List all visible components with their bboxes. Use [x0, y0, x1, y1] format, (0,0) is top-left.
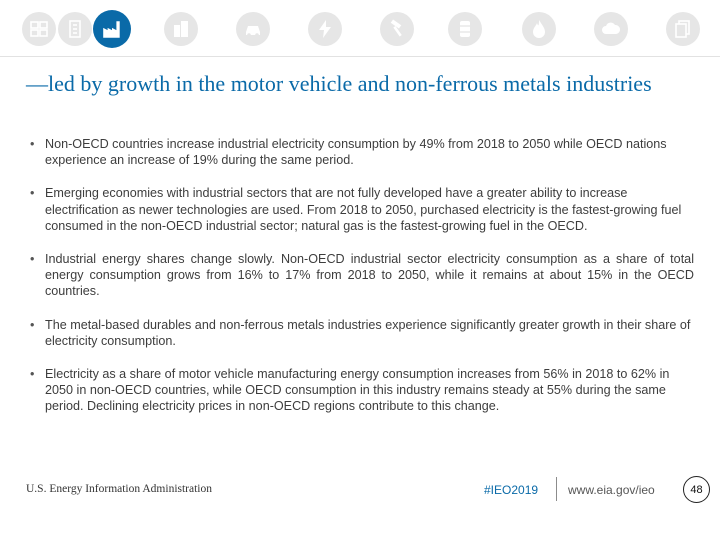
electricity-icon[interactable] [308, 12, 342, 46]
bullet-item: Industrial energy shares change slowly. … [30, 251, 694, 300]
buildings-icon[interactable] [164, 12, 198, 46]
commercial-icon[interactable] [58, 12, 92, 46]
footer-hashtag: #IEO2019 [484, 483, 539, 497]
bullet-item: Electricity as a share of motor vehicle … [30, 366, 694, 415]
footer-url-link[interactable]: www.eia.gov/ieo [568, 483, 655, 497]
co2-icon[interactable] [594, 12, 628, 46]
page-number: 48 [690, 483, 703, 496]
bullet-item: Emerging economies with industrial secto… [30, 185, 694, 234]
bullet-list: Non-OECD countries increase industrial e… [30, 136, 694, 432]
transportation-icon[interactable] [236, 12, 270, 46]
documents-icon[interactable] [666, 12, 700, 46]
page-number-badge: 48 [683, 476, 710, 503]
bullet-item: Non-OECD countries increase industrial e… [30, 136, 694, 168]
hammer-icon[interactable] [380, 12, 414, 46]
residential-icon[interactable] [22, 12, 56, 46]
footer-organization: U.S. Energy Information Administration [26, 483, 213, 495]
oil-barrel-icon[interactable] [448, 12, 482, 46]
footer-divider [556, 477, 557, 501]
bullet-item: The metal-based durables and non-ferrous… [30, 317, 694, 349]
header-divider [0, 56, 720, 57]
sector-icon-bar [0, 0, 720, 56]
industrial-icon[interactable] [93, 10, 131, 48]
slide-title: —led by growth in the motor vehicle and … [26, 71, 652, 96]
natural-gas-flame-icon[interactable] [522, 12, 556, 46]
